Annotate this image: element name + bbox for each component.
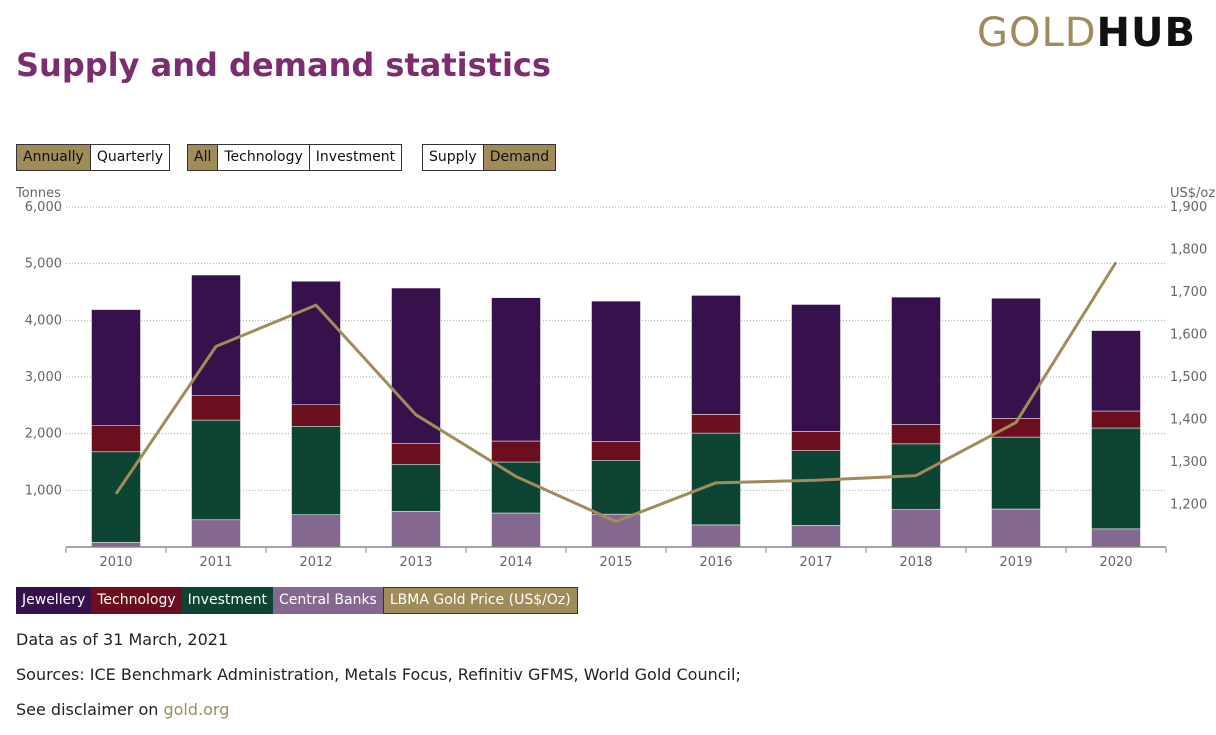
- bar-investment: [691, 432, 741, 526]
- disclaimer: See disclaimer on gold.org: [16, 700, 229, 719]
- investment-button[interactable]: Investment: [309, 144, 403, 171]
- y-tick-right: 1,500: [1170, 370, 1207, 385]
- bar-technology: [91, 425, 141, 453]
- gold-org-link[interactable]: gold.org: [163, 700, 230, 719]
- technology-button[interactable]: Technology: [218, 144, 310, 171]
- bar-investment: [991, 436, 1041, 510]
- y-axis-left-title: Tonnes: [15, 186, 61, 201]
- x-tick-label: 2018: [899, 555, 932, 570]
- x-tick-label: 2017: [799, 555, 832, 570]
- bar-central-banks: [891, 509, 941, 548]
- x-tick-label: 2019: [999, 555, 1032, 570]
- y-tick-right: 1,200: [1170, 498, 1207, 513]
- y-tick-left: 2,000: [25, 427, 62, 442]
- legend-jewellery[interactable]: Jewellery: [16, 587, 92, 614]
- legend-central-banks[interactable]: Central Banks: [272, 587, 383, 614]
- bar-technology: [791, 431, 841, 451]
- logo-gold-text: GOLD: [976, 10, 1097, 56]
- bar-investment: [491, 461, 541, 514]
- bar-technology: [591, 441, 641, 461]
- y-tick-right: 1,600: [1170, 328, 1207, 343]
- bar-technology: [891, 424, 941, 445]
- disclaimer-prefix: See disclaimer on: [16, 700, 164, 719]
- bar-central-banks: [591, 513, 641, 548]
- quarterly-button[interactable]: Quarterly: [90, 144, 171, 171]
- y-tick-right: 1,800: [1170, 243, 1207, 258]
- y-tick-left: 1,000: [25, 483, 62, 498]
- x-tick-label: 2012: [299, 555, 332, 570]
- legend-technology[interactable]: Technology: [91, 587, 182, 614]
- supply-demand-chart: Tonnes US$/oz 1,000 2,000 3,000 4,000 5,000 6,0…: [15, 186, 1215, 570]
- bar-technology: [391, 443, 441, 465]
- bar-central-banks: [1091, 528, 1141, 548]
- gold-price-line: [114, 261, 1118, 523]
- chart-legend: Jewellery Technology Investment Central …: [16, 587, 578, 614]
- bar-jewellery: [391, 287, 441, 444]
- bar-central-banks: [691, 524, 741, 548]
- sources: Sources: ICE Benchmark Administration, M…: [16, 665, 741, 684]
- bar-jewellery: [491, 297, 541, 442]
- goldhub-logo[interactable]: GOLDHUB: [977, 10, 1196, 56]
- y-tick-left: 5,000: [25, 257, 62, 272]
- x-tick-label: 2014: [499, 555, 532, 570]
- y-tick-right: 1,400: [1170, 413, 1207, 428]
- view-toggle: Supply Demand: [422, 144, 557, 171]
- bar-technology: [491, 440, 541, 463]
- bar-central-banks: [791, 525, 841, 548]
- bar-investment: [1091, 427, 1141, 530]
- bar-investment: [391, 464, 441, 512]
- all-button[interactable]: All: [187, 144, 219, 171]
- bar-technology: [691, 414, 741, 434]
- bar-central-banks: [491, 512, 541, 548]
- bar-investment: [91, 451, 141, 543]
- x-tick-label: 2013: [399, 555, 432, 570]
- sector-toggle: All Technology Investment: [187, 144, 403, 171]
- bar-technology: [191, 395, 241, 421]
- supply-button[interactable]: Supply: [422, 144, 484, 171]
- x-tick-label: 2016: [699, 555, 732, 570]
- y-tick-right: 1,900: [1170, 200, 1207, 215]
- period-toggle: Annually Quarterly: [16, 144, 171, 171]
- page-title: Supply and demand statistics: [16, 46, 551, 84]
- y-tick-left: 3,000: [25, 370, 62, 385]
- legend-investment[interactable]: Investment: [181, 587, 273, 614]
- bar-jewellery: [591, 300, 641, 442]
- y-axis-right-title: US$/oz: [1170, 186, 1215, 201]
- x-tick-label: 2020: [1099, 555, 1132, 570]
- bar-jewellery: [91, 309, 141, 426]
- demand-button[interactable]: Demand: [483, 144, 557, 171]
- bar-jewellery: [991, 297, 1041, 419]
- y-tick-right: 1,700: [1170, 285, 1207, 300]
- bar-jewellery: [891, 296, 941, 425]
- y-tick-left: 6,000: [25, 200, 62, 215]
- y-tick-right: 1,300: [1170, 455, 1207, 470]
- bar-jewellery: [791, 304, 841, 432]
- bar-investment: [591, 460, 641, 515]
- x-tick-label: 2011: [199, 555, 232, 570]
- logo-hub-text: HUB: [1096, 10, 1196, 56]
- annually-button[interactable]: Annually: [16, 144, 91, 171]
- bar-central-banks: [391, 511, 441, 548]
- bar-investment: [291, 426, 341, 515]
- bar-central-banks: [291, 514, 341, 548]
- bar-jewellery: [1091, 330, 1141, 412]
- bar-technology: [291, 404, 341, 427]
- y-tick-left: 4,000: [25, 313, 62, 328]
- legend-gold-price[interactable]: LBMA Gold Price (US$/Oz): [382, 587, 578, 614]
- bar-investment: [791, 450, 841, 526]
- x-tick-label: 2015: [599, 555, 632, 570]
- bar-central-banks: [191, 519, 241, 548]
- bar-jewellery: [291, 280, 341, 406]
- bar-investment: [191, 419, 241, 521]
- x-tick-label: 2010: [99, 555, 132, 570]
- bar-jewellery: [691, 295, 741, 415]
- bar-technology: [1091, 410, 1141, 429]
- bar-jewellery: [191, 274, 241, 396]
- data-as-of: Data as of 31 March, 2021: [16, 630, 229, 649]
- bar-central-banks: [991, 508, 1041, 548]
